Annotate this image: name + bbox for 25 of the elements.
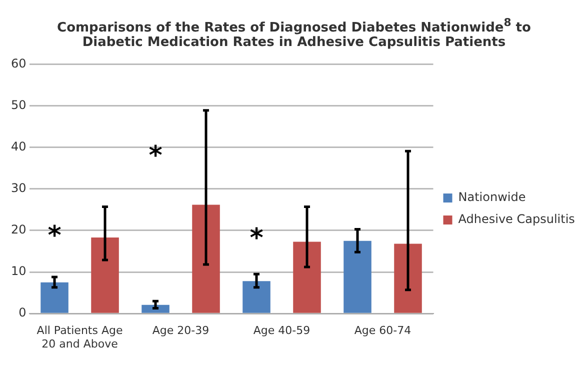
y-tick-label: 10 [10,264,26,278]
x-tick-label: Age 60-74 [354,324,412,338]
bar [394,244,422,314]
legend-label: Adhesive Capsulitis [458,212,575,226]
bar [242,282,270,314]
y-tick-label: 20 [10,222,26,237]
annotation: * [148,142,163,172]
bar [293,242,321,314]
bar [142,305,170,314]
annotation: * [250,224,264,254]
y-tick-label: 0 [18,306,26,320]
bar [40,282,68,314]
x-tick-label: All Patients Age 20 and Above [36,324,123,351]
annotation: * [48,221,62,252]
y-tick-label: 30 [10,181,26,196]
bar [91,238,119,314]
x-tick-label: Age 40-59 [253,324,310,338]
bar [344,241,372,314]
y-tick-label: 60 [10,56,26,71]
y-tick-label: 50 [10,98,26,112]
legend-label: Nationwide [458,190,526,204]
chart-title: Comparisons of the Rates of Diagnosed Diabetes Nationwide$^{8}$ to Diabetic Medication Rates in Adhesive Capsulitis Patients [56,15,532,52]
x-tick-label: Age 20-39 [152,324,210,338]
bar [192,205,220,314]
y-tick-label: 40 [10,140,26,154]
